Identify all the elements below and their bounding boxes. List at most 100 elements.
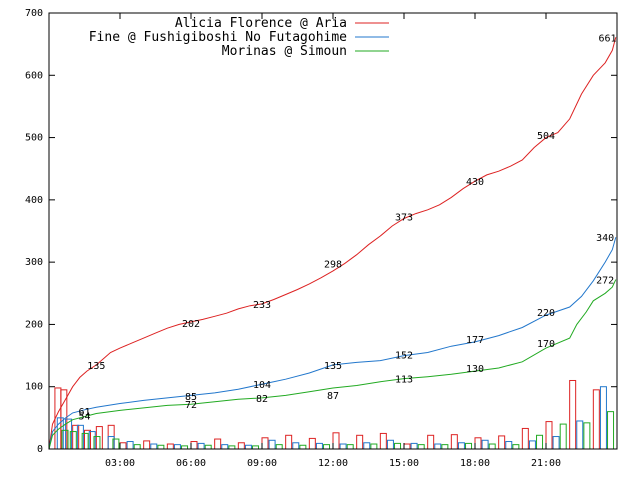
data-label: 85 xyxy=(185,392,197,403)
bar xyxy=(379,432,387,450)
y-tick-label: 600 xyxy=(25,70,43,81)
legend-entry-label: Fine @ Fushigiboshi No Futagohime xyxy=(89,30,347,45)
bar xyxy=(221,444,229,450)
y-tick-label: 500 xyxy=(25,133,43,144)
bar xyxy=(498,435,506,450)
bar xyxy=(150,443,158,450)
data-label: 152 xyxy=(395,350,413,361)
bar xyxy=(356,434,364,450)
bar xyxy=(488,443,496,450)
x-tick-label: 18:00 xyxy=(460,458,490,469)
data-label: 233 xyxy=(253,300,271,311)
bar xyxy=(592,389,600,450)
data-label: 54 xyxy=(78,411,90,422)
legend-entry-label: Alicia Florence @ Aria xyxy=(175,16,347,31)
y-tick-label: 400 xyxy=(25,195,43,206)
bar xyxy=(214,438,222,450)
plot-frame xyxy=(48,12,618,450)
data-label: 298 xyxy=(324,259,342,270)
data-label: 104 xyxy=(253,380,271,391)
bar xyxy=(332,432,340,450)
data-label: 170 xyxy=(537,339,555,350)
data-label: 202 xyxy=(182,319,200,330)
bar xyxy=(521,427,529,450)
bar xyxy=(457,442,465,450)
data-label: 504 xyxy=(537,131,555,142)
bar xyxy=(536,434,544,450)
bar xyxy=(285,434,293,450)
bar xyxy=(386,439,394,450)
series-line xyxy=(48,237,617,450)
bar xyxy=(559,423,567,450)
bar xyxy=(339,443,347,450)
bar xyxy=(315,442,323,450)
bar xyxy=(403,443,411,450)
y-tick-label: 0 xyxy=(37,444,43,455)
bar xyxy=(54,387,62,450)
bar xyxy=(417,444,425,450)
bar xyxy=(599,386,607,450)
y-tick-label: 300 xyxy=(25,257,43,268)
bar xyxy=(143,440,151,450)
data-label: 177 xyxy=(466,335,484,346)
data-label: 373 xyxy=(395,213,413,224)
bar xyxy=(607,411,615,450)
bar xyxy=(133,444,141,450)
data-label: 135 xyxy=(87,361,105,372)
y-tick-label: 100 xyxy=(25,382,43,393)
bar xyxy=(244,444,252,450)
x-tick-label: 06:00 xyxy=(176,458,206,469)
bar xyxy=(552,436,560,450)
data-label: 661 xyxy=(599,33,617,44)
y-tick-label: 700 xyxy=(25,8,43,19)
series-lines xyxy=(48,37,617,450)
bar xyxy=(569,379,577,450)
bar xyxy=(363,442,371,450)
bar xyxy=(528,440,536,450)
bar xyxy=(197,442,205,450)
legend-entry-label: Morinas @ Simoun xyxy=(222,44,347,59)
y-tick-label: 200 xyxy=(25,319,43,330)
bar xyxy=(204,444,212,450)
bar xyxy=(173,444,181,450)
bar xyxy=(299,444,307,450)
bar xyxy=(308,437,316,450)
bar xyxy=(166,443,174,450)
data-label: 82 xyxy=(256,394,268,405)
data-label: 272 xyxy=(596,276,614,287)
x-tick-label: 03:00 xyxy=(105,458,135,469)
bar xyxy=(126,441,134,450)
bar xyxy=(261,437,269,450)
bar xyxy=(434,443,442,450)
x-tick-label: 15:00 xyxy=(389,458,419,469)
x-tick-label: 12:00 xyxy=(318,458,348,469)
data-label: 430 xyxy=(466,177,484,188)
bar xyxy=(119,442,127,450)
bar xyxy=(505,441,513,450)
bar xyxy=(512,444,520,450)
bar xyxy=(441,444,449,450)
bar xyxy=(95,426,103,450)
data-label: 87 xyxy=(327,391,339,402)
bar xyxy=(583,422,591,450)
bar xyxy=(410,442,418,450)
bar xyxy=(450,434,458,450)
bar xyxy=(427,434,435,450)
series-line xyxy=(48,279,617,450)
bar xyxy=(346,444,354,450)
bar xyxy=(275,444,283,450)
data-label: 130 xyxy=(466,364,484,375)
data-labels: 135 202 233 298 373 430 504 661 61 85 104 135 152 177… xyxy=(78,33,616,422)
bar xyxy=(474,437,482,450)
bar xyxy=(545,421,553,450)
bar xyxy=(323,444,331,450)
x-tick-label: 21:00 xyxy=(531,458,561,469)
bar xyxy=(190,441,198,450)
data-label: 72 xyxy=(185,400,197,411)
bar xyxy=(465,442,473,450)
x-tick-label: 09:00 xyxy=(247,458,277,469)
bar xyxy=(237,442,245,450)
data-label: 135 xyxy=(324,361,342,372)
